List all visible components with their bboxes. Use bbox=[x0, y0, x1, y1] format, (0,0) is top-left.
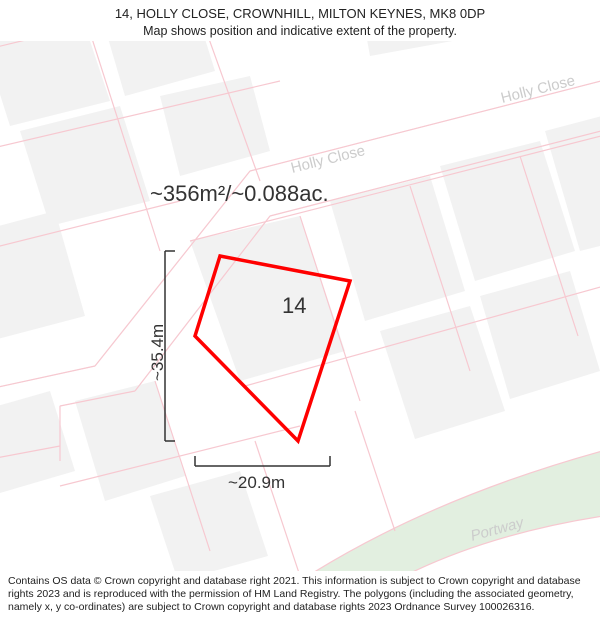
area-label: ~356m²/~0.088ac. bbox=[150, 181, 329, 207]
green-area bbox=[300, 441, 600, 571]
address-title: 14, HOLLY CLOSE, CROWNHILL, MILTON KEYNE… bbox=[10, 6, 590, 23]
house-number: 14 bbox=[282, 293, 306, 319]
dim-vertical-label: ~35.4m bbox=[148, 324, 168, 381]
footer-copyright: Contains OS data © Crown copyright and d… bbox=[0, 571, 600, 620]
dim-horizontal-label: ~20.9m bbox=[228, 473, 285, 493]
map-area: ~356m²/~0.088ac. 14 ~35.4m ~20.9m Holly … bbox=[0, 41, 600, 571]
header: 14, HOLLY CLOSE, CROWNHILL, MILTON KEYNE… bbox=[0, 0, 600, 41]
header-subtitle: Map shows position and indicative extent… bbox=[10, 23, 590, 39]
